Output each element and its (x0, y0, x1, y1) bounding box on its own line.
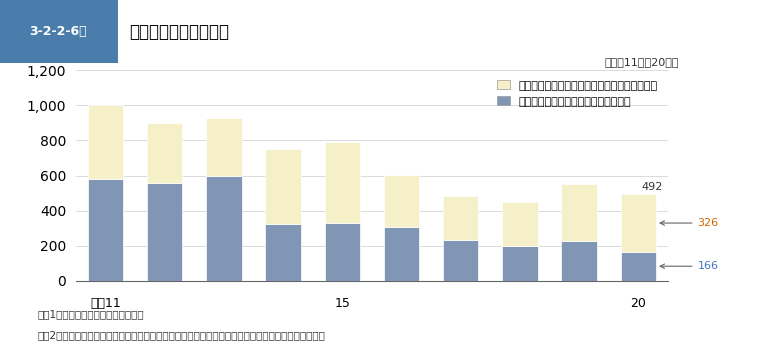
Text: 166: 166 (660, 261, 719, 271)
Bar (325, 223, 360, 281)
Bar (325, 142, 360, 223)
Bar (562, 184, 597, 241)
Bar (147, 183, 182, 281)
Bar (147, 123, 182, 183)
Bar (88, 105, 123, 179)
FancyBboxPatch shape (118, 0, 759, 63)
Text: 20: 20 (631, 297, 646, 311)
Bar (443, 239, 478, 281)
Bar (621, 252, 656, 281)
Bar (562, 241, 597, 281)
Bar (206, 176, 241, 281)
Bar (443, 196, 478, 239)
Bar (206, 118, 241, 176)
Text: 492: 492 (641, 182, 663, 192)
FancyBboxPatch shape (0, 0, 118, 63)
Text: 注　1　警察庁刑事局の資料による。: 注 1 警察庁刑事局の資料による。 (38, 309, 144, 319)
Text: けん銃押収丁数の推移: けん銃押収丁数の推移 (129, 22, 229, 41)
Bar (88, 179, 123, 281)
Bar (384, 227, 419, 281)
Bar (502, 202, 537, 246)
Text: （平成11年～20年）: （平成11年～20年） (605, 57, 679, 67)
Text: 326: 326 (660, 218, 719, 228)
Text: 平成11: 平成11 (90, 297, 121, 311)
Bar (266, 149, 301, 224)
Bar (502, 246, 537, 281)
Bar (384, 176, 419, 227)
Text: 3-2-2-6図: 3-2-2-6図 (30, 25, 87, 38)
Legend: 暴力団構成員等以外の者から押収されたけん銃, 暴力団構成員等から押収されたけん銃: 暴力団構成員等以外の者から押収されたけん銃, 暴力団構成員等から押収されたけん銃 (492, 76, 663, 111)
Text: 2　「暴力団構成員等以外の者から押収されたけん銃」には，被疑者が特定できないものを含む。: 2 「暴力団構成員等以外の者から押収されたけん銃」には，被疑者が特定できないもの… (38, 330, 326, 340)
Bar (621, 194, 656, 252)
Bar (266, 224, 301, 281)
Text: 15: 15 (335, 297, 350, 311)
